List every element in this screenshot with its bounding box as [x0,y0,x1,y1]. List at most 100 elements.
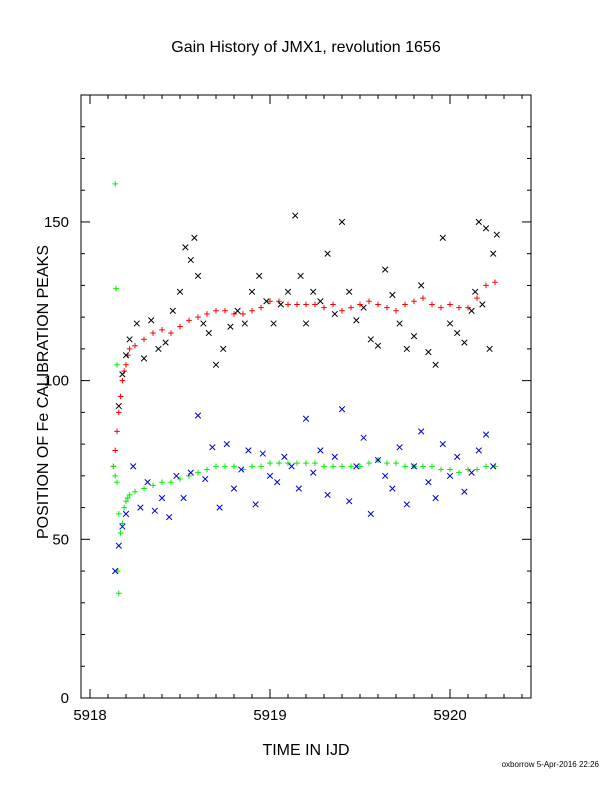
data-point [187,469,194,476]
data-point [446,320,454,327]
data-point [479,301,486,308]
data-point [432,494,439,502]
data-point [493,231,500,238]
axis-ticks: 0 50 100 150 5918 5919 5920 [44,95,531,724]
data-point [310,288,317,295]
data-point [402,301,408,308]
x-tick-label: 5918 [73,707,106,724]
data-point [144,479,151,486]
data-point [339,308,345,314]
data-point [357,463,363,470]
data-point [331,453,338,460]
data-point [123,361,129,368]
data-point [231,311,237,317]
data-point [454,453,461,460]
data-point [216,504,223,511]
data-point [270,320,277,327]
data-point [240,311,246,317]
data-point [259,450,266,457]
data-point [119,377,126,384]
data-point [432,361,439,368]
data-point [126,346,133,352]
data-point [186,317,192,324]
y-tick-label: 100 [44,373,69,390]
data-point [348,463,354,470]
data-point [194,272,202,280]
data-point [234,307,241,314]
data-point [384,304,390,311]
data-point [126,492,133,498]
data-series [110,181,500,597]
data-point [429,301,435,308]
data-point [461,339,468,346]
data-point [205,329,212,337]
data-point [213,308,219,314]
data-point [461,488,468,495]
data-point [312,460,318,466]
data-point [418,428,425,435]
series-0 [110,279,498,470]
data-point [330,463,336,470]
y-tick-label: 150 [44,214,69,231]
data-point [112,181,118,187]
x-axis-label: TIME IN IJD [262,742,349,759]
data-point [468,307,475,314]
data-point [141,485,147,492]
data-point [123,498,129,505]
data-point [490,463,497,470]
data-point [474,466,480,473]
data-point [418,282,425,289]
data-point [266,472,274,479]
data-point [173,472,180,479]
data-point [456,304,462,311]
data-point [119,523,126,530]
data-point [482,225,490,232]
data-point [176,288,184,295]
data-point [115,568,121,574]
data-point [348,304,354,311]
data-point [483,463,489,470]
data-point [177,323,183,330]
data-point [252,501,259,508]
data-point [202,475,209,483]
data-point [223,440,230,448]
data-point [119,520,126,527]
data-point [302,320,310,327]
data-point [137,504,144,511]
data-point [158,494,166,502]
data-point [267,298,273,305]
chart-title: Gain History of JMX1, revolution 1656 [171,39,441,56]
data-point [360,434,367,441]
data-point [438,304,444,311]
data-point [357,301,363,308]
data-point [200,320,207,327]
data-point [447,301,453,308]
data-point [213,463,219,470]
x-tick-label: 5920 [433,707,466,724]
y-tick-label: 50 [52,531,69,548]
data-point [486,345,493,353]
data-point [454,329,461,337]
data-point [367,336,374,343]
data-point [177,476,183,482]
data-point [389,291,396,299]
data-point [468,469,475,476]
data-point [258,304,264,311]
data-point [150,482,156,489]
data-point [168,479,174,485]
data-point [403,345,410,353]
data-point [204,311,210,317]
data-point [117,530,124,536]
data-point [168,330,174,336]
data-point [425,348,432,356]
data-point [195,469,201,476]
data-point [310,469,317,476]
data-point [116,590,122,597]
x-tick-label: 5919 [253,707,286,724]
data-point [241,320,248,327]
series-2 [115,212,500,410]
data-point [292,212,299,219]
data-point [277,301,284,308]
y-tick-label: 0 [61,690,69,707]
